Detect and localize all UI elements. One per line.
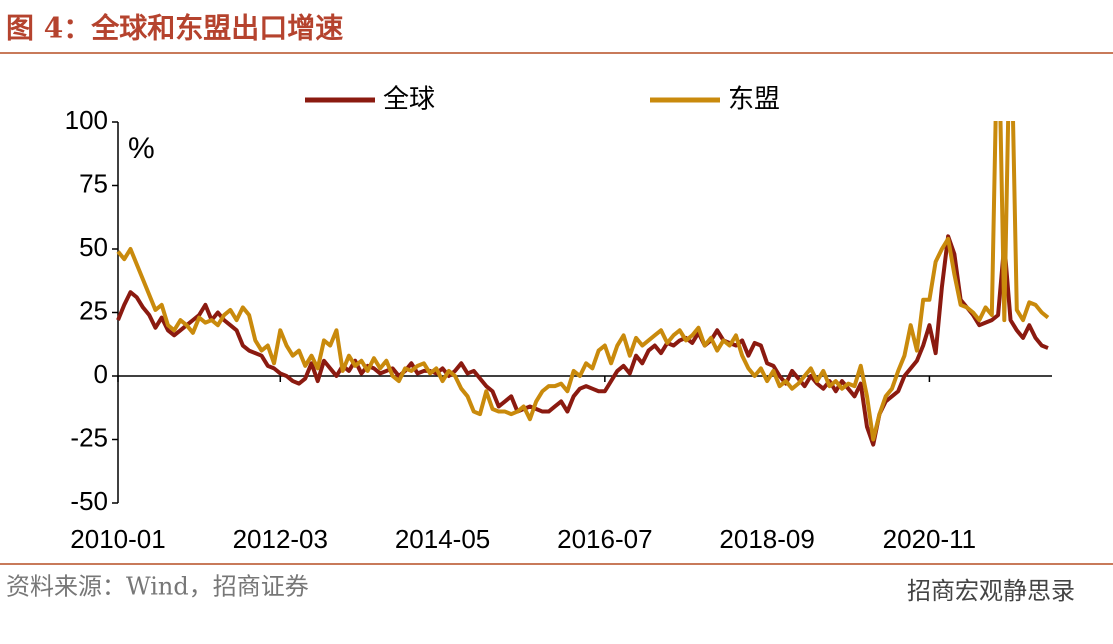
chart-title: 图 4：全球和东盟出口增速 [6,12,343,45]
y-tick-label: -50 [70,486,108,516]
source: 资料来源：Wind，招商证券 [6,573,309,601]
x-tick-label: 2018-09 [719,524,814,554]
legend-label: 全球 [383,85,435,115]
y-tick-label: 100 [65,105,108,135]
x-tick-label: 2020-11 [883,524,977,554]
plot-area [116,121,1050,447]
y-tick-label: 50 [79,232,108,262]
y-unit: % [128,132,155,165]
y-tick-label: 25 [79,295,108,325]
y-tick-label: 75 [79,168,108,198]
legend-label: 东盟 [728,85,780,115]
y-tick-label: 0 [94,359,108,389]
x-tick-label: 2014-05 [395,524,490,554]
x-tick-label: 2016-07 [557,524,652,554]
watermark: 招商宏观静思录 [907,577,1075,605]
y-tick-label: -25 [70,422,108,452]
series-line [116,234,1049,447]
x-tick-label: 2012-03 [233,524,328,554]
series-line [116,121,1050,442]
x-tick-label: 2010-01 [70,524,165,554]
